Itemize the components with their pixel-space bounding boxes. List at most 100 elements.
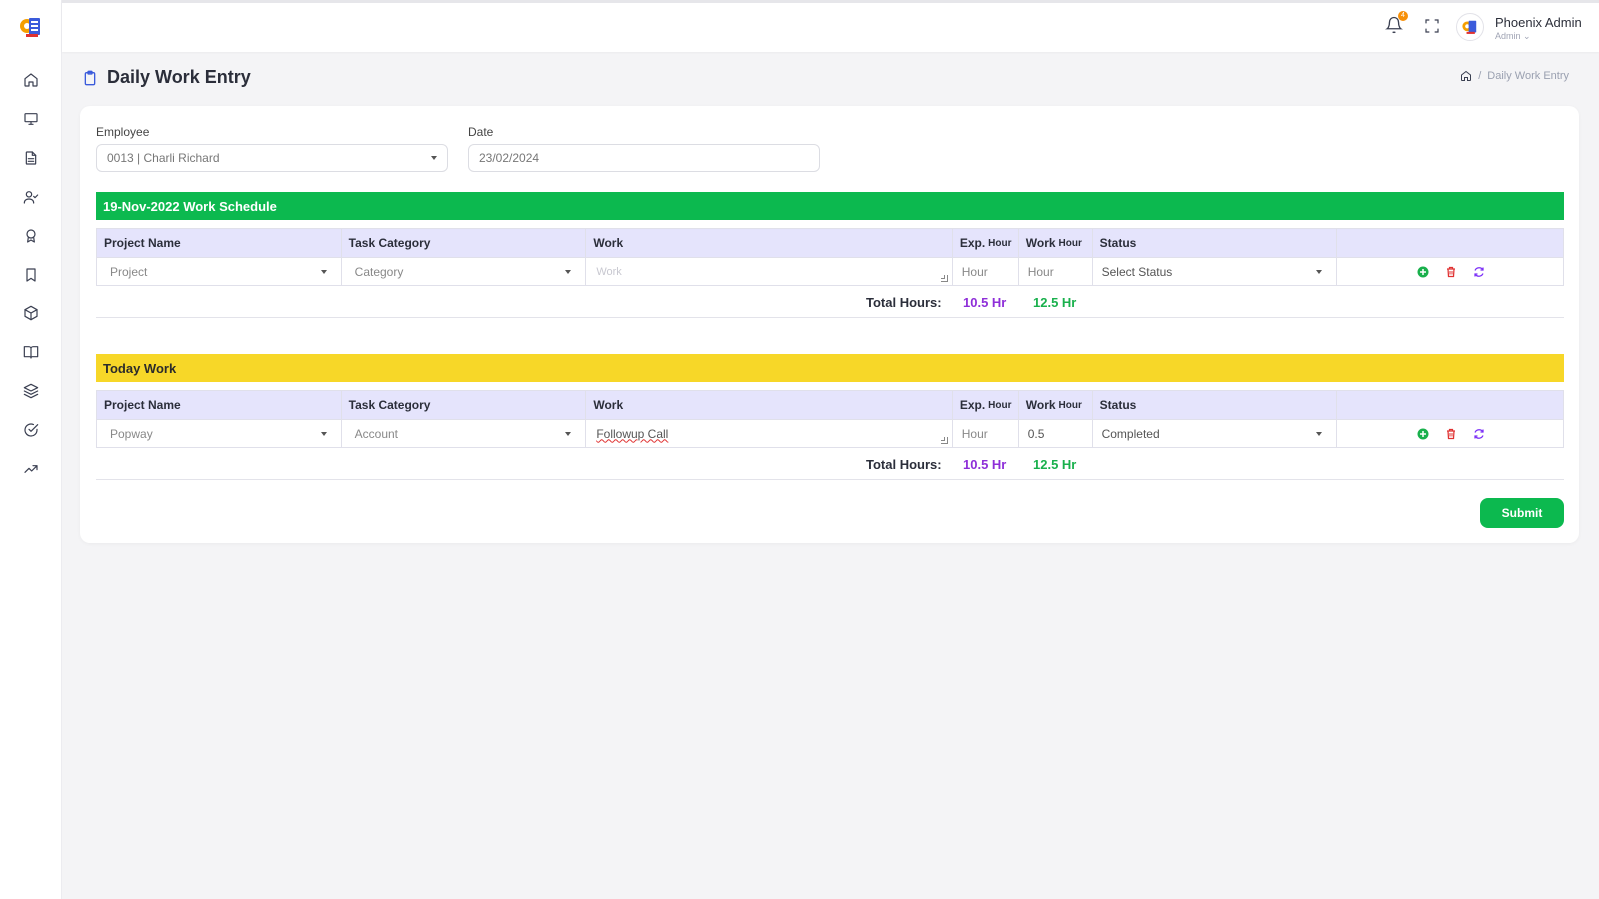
- total-hours-label: Total Hours:: [866, 457, 942, 472]
- col-exp-hour: Exp. Hour: [953, 391, 1019, 419]
- col-task-category: Task Category: [342, 391, 587, 419]
- today-work-header: Today Work: [96, 354, 1564, 382]
- page-header: Daily Work Entry: [82, 67, 251, 88]
- resize-handle-icon[interactable]: [940, 437, 948, 444]
- user-check-icon[interactable]: [20, 186, 42, 208]
- status-value: Completed: [1101, 426, 1160, 441]
- total-exp-hours: 10.5 Hr: [963, 457, 1007, 472]
- employee-select[interactable]: 0013 | Charli Richard: [96, 144, 448, 172]
- col-status: Status: [1093, 391, 1338, 419]
- work-hour-input[interactable]: 0.5: [1019, 420, 1093, 447]
- delete-row-icon[interactable]: [1445, 266, 1457, 278]
- employee-label: Employee: [96, 125, 150, 139]
- col-exp-label: Exp.: [959, 398, 986, 412]
- work-textarea[interactable]: Followup Call: [586, 420, 953, 447]
- work-schedule-header: 19-Nov-2022 Work Schedule: [96, 192, 1564, 220]
- col-actions: [1337, 391, 1563, 419]
- col-project-name: Project Name: [97, 229, 342, 257]
- col-exp-hour: Exp. Hour: [953, 229, 1019, 257]
- col-work-hour-sub: Hour: [1058, 399, 1082, 411]
- category-value: Account: [354, 426, 399, 441]
- chevron-down-icon: [1316, 432, 1323, 436]
- work-schedule-table: Project Name Task Category Work Exp. Hour…: [96, 228, 1564, 286]
- date-value: 23/02/2024: [479, 151, 540, 165]
- page-title: Daily Work Entry: [107, 67, 251, 87]
- add-row-icon[interactable]: [1417, 266, 1429, 278]
- project-select[interactable]: Popway: [97, 420, 342, 447]
- today-work-table: Project Name Task Category Work Exp. Hour…: [96, 390, 1564, 448]
- book-icon[interactable]: [20, 341, 42, 363]
- col-work-hour: Work Hour: [1019, 391, 1093, 419]
- layers-icon[interactable]: [20, 380, 42, 402]
- sidebar: [0, 0, 62, 899]
- work-textarea[interactable]: Work: [586, 258, 953, 285]
- user-role-label: Admin: [1495, 31, 1521, 41]
- bell-icon[interactable]: [1385, 16, 1407, 38]
- add-row-icon[interactable]: [1417, 428, 1429, 440]
- chevron-down-icon: [1316, 270, 1323, 274]
- work-hour-input[interactable]: Hour: [1019, 258, 1093, 285]
- chevron-down-icon: ⌄: [1523, 31, 1531, 41]
- monitor-icon[interactable]: [20, 108, 42, 130]
- bookmark-icon[interactable]: [20, 264, 42, 286]
- table-row: Popway Account Followup Call Hour 0.5 Co…: [96, 420, 1564, 448]
- col-exp-label: Exp.: [959, 236, 986, 250]
- table-header-row: Project Name Task Category Work Exp. Hour…: [96, 228, 1564, 258]
- work-entry-card: [80, 106, 1579, 543]
- notification-badge: 4: [1398, 11, 1408, 21]
- box-icon[interactable]: [20, 302, 42, 324]
- fullscreen-icon[interactable]: [1424, 18, 1442, 36]
- avatar[interactable]: [1456, 13, 1484, 41]
- col-project-name: Project Name: [97, 391, 342, 419]
- date-input[interactable]: 23/02/2024: [468, 144, 820, 172]
- col-work-hour-label: Work: [1025, 236, 1056, 250]
- app-logo[interactable]: [18, 14, 44, 40]
- refresh-row-icon[interactable]: [1473, 266, 1485, 278]
- total-work-hours: 12.5 Hr: [1033, 295, 1077, 310]
- project-value: Popway: [110, 426, 153, 441]
- award-icon[interactable]: [20, 225, 42, 247]
- delete-row-icon[interactable]: [1445, 428, 1457, 440]
- work-hour-value: 0.5: [1027, 426, 1045, 441]
- user-role-dropdown[interactable]: Admin ⌄: [1495, 31, 1531, 42]
- chevron-down-icon: [320, 432, 327, 436]
- work-value: Followup Call: [596, 426, 669, 441]
- total-exp-hours: 10.5 Hr: [963, 295, 1007, 310]
- row-actions: [1337, 420, 1563, 447]
- col-work-hour-sub: Hour: [1058, 237, 1082, 249]
- exp-hour-input[interactable]: Hour: [953, 420, 1019, 447]
- home-icon[interactable]: [20, 69, 42, 91]
- submit-button[interactable]: Submit: [1480, 498, 1564, 528]
- category-select[interactable]: Account: [342, 420, 587, 447]
- col-exp-sub: Hour: [988, 399, 1012, 411]
- trending-up-icon[interactable]: [20, 458, 42, 480]
- check-circle-icon[interactable]: [20, 419, 42, 441]
- category-select[interactable]: Category: [342, 258, 587, 285]
- col-work: Work: [586, 391, 953, 419]
- project-select[interactable]: Project: [97, 258, 342, 285]
- table-row: Project Category Work Hour Hour Select S…: [96, 258, 1564, 286]
- resize-handle-icon[interactable]: [940, 275, 948, 282]
- exp-hour-input[interactable]: Hour: [953, 258, 1019, 285]
- status-placeholder: Select Status: [1101, 264, 1173, 279]
- status-select[interactable]: Completed: [1093, 420, 1338, 447]
- document-icon[interactable]: [20, 147, 42, 169]
- user-name[interactable]: Phoenix Admin: [1495, 15, 1582, 30]
- category-placeholder: Category: [354, 264, 404, 279]
- col-work: Work: [586, 229, 953, 257]
- home-icon[interactable]: [1460, 70, 1472, 82]
- breadcrumb-current: Daily Work Entry: [1487, 70, 1569, 82]
- top-header: [62, 0, 1599, 52]
- col-status: Status: [1093, 229, 1338, 257]
- clipboard-icon: [84, 70, 96, 85]
- col-work-hour-label: Work: [1025, 398, 1056, 412]
- refresh-row-icon[interactable]: [1473, 428, 1485, 440]
- total-work-hours: 12.5 Hr: [1033, 457, 1077, 472]
- col-work-hour: Work Hour: [1019, 229, 1093, 257]
- table-header-row: Project Name Task Category Work Exp. Hour…: [96, 390, 1564, 420]
- status-select[interactable]: Select Status: [1093, 258, 1338, 285]
- schedule-totals: Total Hours: 10.5 Hr 12.5 Hr: [96, 286, 1564, 318]
- project-placeholder: Project: [110, 264, 148, 279]
- work-hour-placeholder: Hour: [1027, 264, 1054, 279]
- chevron-down-icon: [565, 432, 572, 436]
